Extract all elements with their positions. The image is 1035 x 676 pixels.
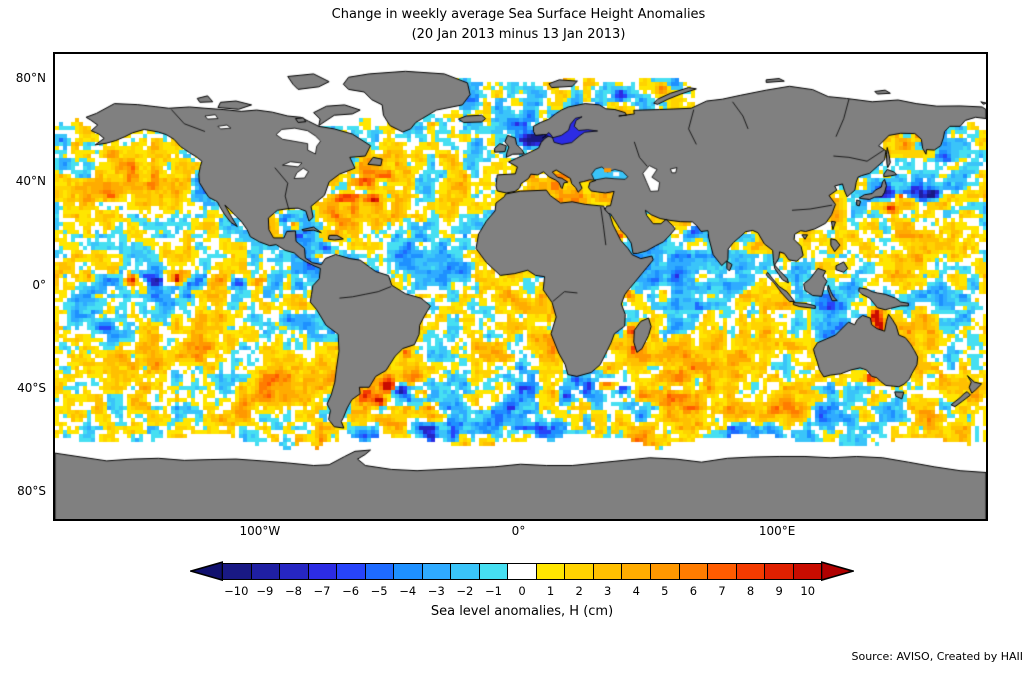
colorbar-cell-3: [593, 563, 623, 580]
colorbar-tick-label: 4: [632, 584, 640, 598]
title-line-2: (20 Jan 2013 minus 13 Jan 2013): [411, 27, 626, 42]
colorbar-cell-10: [793, 563, 823, 580]
colorbar-under-arrow: [190, 561, 223, 582]
lon-tick-label: 100°E: [758, 524, 796, 538]
lat-tick-label: 80°S: [17, 484, 46, 499]
lat-tick-label: 80°N: [15, 70, 46, 85]
colorbar-cell--8: [280, 563, 309, 580]
lon-tick-label: 100°W: [239, 524, 281, 538]
colorbar-cell--9: [251, 563, 281, 580]
colorbar-cell-9: [765, 563, 794, 580]
colorbar-tick-label: 2: [575, 584, 583, 598]
colorbar-tick-label: 5: [661, 584, 669, 598]
colorbar-cell--6: [337, 563, 366, 580]
colorbar-cell--5: [365, 563, 395, 580]
colorbar-cell--3: [422, 563, 452, 580]
colorbar-tick-label: −2: [456, 584, 474, 598]
colorbar-tick-label: −3: [427, 584, 445, 598]
colorbar-cell-0: [508, 563, 537, 580]
colorbar-cell--7: [308, 563, 338, 580]
colorbar-tick-label: 7: [718, 584, 726, 598]
lat-tick-label: 40°S: [17, 380, 46, 395]
colorbar-tick-label: −6: [342, 584, 360, 598]
title-line-1: Change in weekly average Sea Surface Hei…: [331, 7, 706, 22]
colorbar-tick-label: 9: [775, 584, 783, 598]
colorbar-cells: [222, 563, 823, 580]
colorbar-tick-label: −9: [256, 584, 274, 598]
colorbar-tick-label: 6: [689, 584, 698, 598]
colorbar-tick-label: 1: [546, 584, 555, 598]
lon-tick-label: 0°: [511, 524, 526, 538]
colorbar-cell-6: [679, 563, 709, 580]
colorbar-tick-label: −4: [399, 584, 417, 598]
colorbar-tick-label: 3: [604, 584, 612, 598]
colorbar-tick-label: 10: [800, 584, 816, 598]
lat-tick-label: 0°: [32, 277, 46, 292]
colorbar-cell-1: [536, 563, 566, 580]
colorbar-cell--2: [451, 563, 480, 580]
colorbar-cell--10: [222, 563, 252, 580]
colorbar-tick-label: −1: [484, 584, 502, 598]
colorbar-tick-label: 0: [518, 584, 526, 598]
source-credit: Source: AVISO, Created by HAII: [851, 650, 1023, 663]
colorbar-tick-label: −10: [224, 584, 249, 598]
colorbar-cell-7: [708, 563, 737, 580]
colorbar-cell-8: [736, 563, 766, 580]
colorbar-cell--4: [394, 563, 423, 580]
world-map-canvas: [55, 54, 986, 519]
colorbar-cell-4: [622, 563, 651, 580]
colorbar-tick-label: −7: [313, 584, 331, 598]
colorbar: −10 −9 −8 −7 −6 −5 −4 −3 −2 −1 0 1 2 3 4 5 6 7 8 9 10 Sea le…: [190, 561, 854, 623]
lat-tick-label: 40°N: [15, 174, 46, 189]
map-plot-area: [53, 52, 988, 521]
chart-title: Change in weekly average Sea Surface Hei…: [53, 5, 984, 45]
colorbar-cell--1: [479, 563, 509, 580]
colorbar-cell-2: [565, 563, 594, 580]
colorbar-tick-label: 8: [746, 584, 755, 598]
colorbar-tick-label: −5: [370, 584, 388, 598]
colorbar-cell-5: [650, 563, 680, 580]
colorbar-label: Sea level anomalies, H (cm): [430, 604, 614, 619]
colorbar-tick-label: −8: [284, 584, 302, 598]
colorbar-over-arrow: [821, 561, 854, 582]
